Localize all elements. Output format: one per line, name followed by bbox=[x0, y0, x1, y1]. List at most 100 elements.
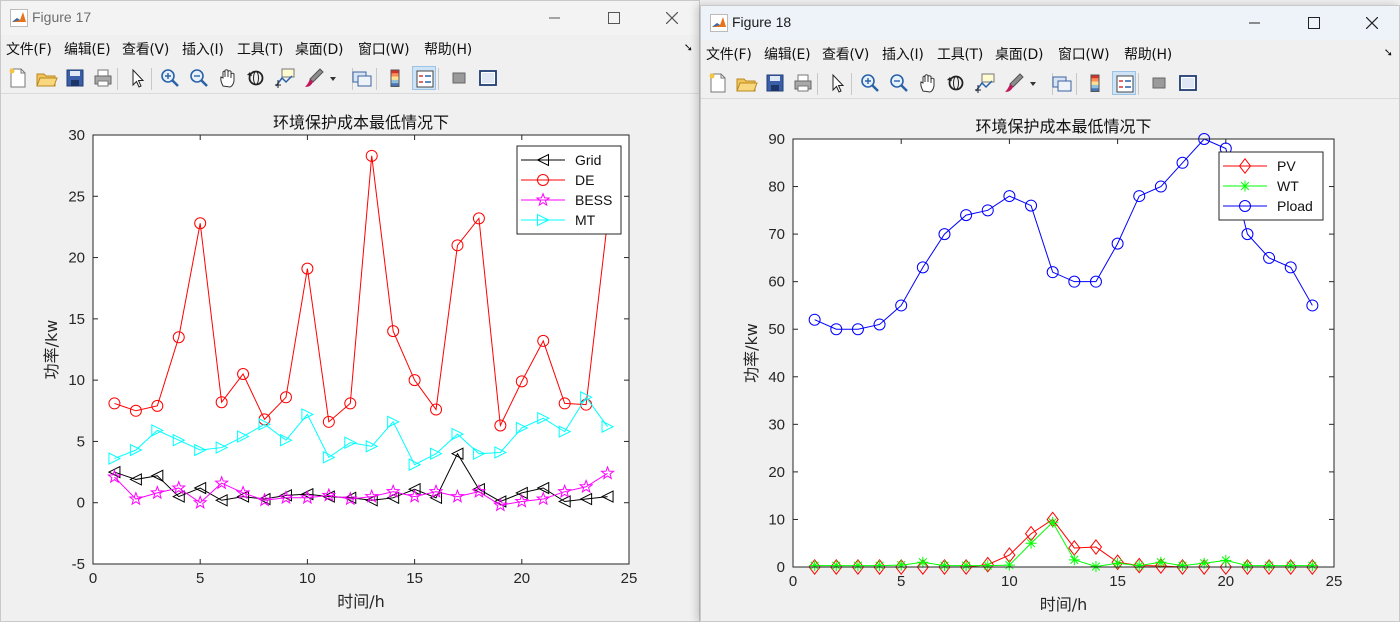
data-point-de bbox=[322, 415, 335, 428]
title-bar[interactable]: Figure 18 bbox=[701, 6, 1399, 40]
colorbar-button[interactable] bbox=[1083, 71, 1107, 95]
save-button[interactable] bbox=[763, 71, 787, 95]
new-figure-button[interactable] bbox=[706, 71, 730, 95]
data-point-grid bbox=[150, 469, 164, 483]
show-tools-button[interactable] bbox=[476, 66, 500, 90]
brush-button[interactable] bbox=[1002, 71, 1026, 95]
data-point-de bbox=[515, 375, 528, 388]
legend-label: WT bbox=[1277, 178, 1299, 194]
menu-bar: 文件(F) 编辑(E) 查看(V) 插入(I) 工具(T) 桌面(D) 窗口(W… bbox=[1, 35, 699, 61]
brush-dropdown-button[interactable] bbox=[1026, 71, 1040, 95]
dock-arrow-icon[interactable]: ➘ bbox=[683, 41, 693, 54]
pointer-button[interactable] bbox=[825, 71, 849, 95]
menu-edit[interactable]: 编辑(E) bbox=[64, 42, 111, 58]
menu-desktop[interactable]: 桌面(D) bbox=[295, 42, 344, 58]
menu-bar: 文件(F) 编辑(E) 查看(V) 插入(I) 工具(T) 桌面(D) 窗口(W… bbox=[701, 40, 1399, 66]
toolbar-separator bbox=[151, 68, 152, 90]
data-point-pload bbox=[1025, 199, 1038, 212]
data-point-de bbox=[451, 239, 464, 252]
zoom-in-button[interactable] bbox=[858, 71, 882, 95]
menu-help[interactable]: 帮助(H) bbox=[1124, 47, 1172, 63]
menu-file[interactable]: 文件(F) bbox=[6, 42, 52, 58]
colorbar-button[interactable] bbox=[383, 66, 407, 90]
legend[interactable]: PV WT Pload bbox=[1218, 151, 1324, 221]
minimize-button[interactable] bbox=[1232, 10, 1278, 36]
menu-edit[interactable]: 编辑(E) bbox=[764, 47, 811, 63]
data-cursor-button[interactable] bbox=[273, 66, 297, 90]
y-tick-label: 5 bbox=[77, 433, 85, 450]
legend-entry-de: DE bbox=[521, 172, 594, 188]
data-point-pv bbox=[808, 559, 821, 575]
figure-17-window: Figure 17 文件(F) 编辑(E) 查看(V) 插入(I) 工具(T) … bbox=[0, 0, 700, 622]
toolbar-separator bbox=[851, 73, 852, 95]
menu-window[interactable]: 窗口(W) bbox=[358, 42, 410, 58]
data-point-pload bbox=[1154, 180, 1167, 193]
maximize-button[interactable] bbox=[591, 5, 637, 31]
zoom-out-button[interactable] bbox=[187, 66, 211, 90]
title-bar[interactable]: Figure 17 bbox=[1, 1, 699, 35]
rotate-button[interactable] bbox=[944, 71, 968, 95]
brush-dropdown-button[interactable] bbox=[326, 66, 340, 90]
data-point-de bbox=[558, 397, 571, 410]
menu-tools[interactable]: 工具(T) bbox=[937, 47, 983, 63]
legend-label: Grid bbox=[575, 152, 601, 168]
zoom-in-button[interactable] bbox=[158, 66, 182, 90]
pointer-button[interactable] bbox=[125, 66, 149, 90]
data-point-grid bbox=[193, 481, 207, 495]
close-button[interactable] bbox=[1349, 10, 1395, 36]
series-bess bbox=[107, 465, 615, 512]
link-button[interactable] bbox=[1050, 71, 1074, 95]
data-point-grid bbox=[172, 490, 185, 503]
open-button[interactable] bbox=[34, 66, 58, 90]
matlab-logo-icon bbox=[710, 14, 728, 32]
menu-desktop[interactable]: 桌面(D) bbox=[995, 47, 1044, 63]
open-button[interactable] bbox=[734, 71, 758, 95]
data-point-mt bbox=[515, 421, 529, 435]
menu-insert[interactable]: 插入(I) bbox=[882, 47, 924, 63]
legend-icon bbox=[1116, 75, 1134, 93]
legend[interactable]: Grid DE BESS MT bbox=[516, 145, 622, 235]
data-cursor-button[interactable] bbox=[973, 71, 997, 95]
data-point-bess bbox=[364, 488, 380, 503]
hide-tools-button[interactable] bbox=[1147, 71, 1171, 95]
pan-icon bbox=[220, 69, 235, 88]
brush-button[interactable] bbox=[302, 66, 326, 90]
data-point-pload bbox=[1241, 228, 1254, 241]
legend-button[interactable] bbox=[412, 66, 436, 90]
close-button[interactable] bbox=[649, 5, 695, 31]
save-button[interactable] bbox=[63, 66, 87, 90]
minimize-button[interactable] bbox=[532, 5, 578, 31]
menu-help[interactable]: 帮助(H) bbox=[424, 42, 472, 58]
figure-toolbar bbox=[1, 63, 699, 94]
menu-view[interactable]: 查看(V) bbox=[122, 42, 170, 58]
print-button[interactable] bbox=[791, 71, 815, 95]
print-button[interactable] bbox=[91, 66, 115, 90]
data-point-wt bbox=[809, 560, 821, 572]
chart-title: 环境保护成本最低情况下 bbox=[975, 117, 1151, 136]
dock-arrow-icon[interactable]: ➘ bbox=[1383, 46, 1393, 59]
menu-window[interactable]: 窗口(W) bbox=[1058, 47, 1110, 63]
data-point-pv bbox=[1262, 559, 1276, 575]
data-point-pv bbox=[830, 559, 843, 575]
data-point-grid bbox=[536, 481, 550, 495]
rotate-button[interactable] bbox=[244, 66, 268, 90]
menu-insert[interactable]: 插入(I) bbox=[182, 42, 224, 58]
zoom-out-button[interactable] bbox=[887, 71, 911, 95]
maximize-button[interactable] bbox=[1291, 10, 1337, 36]
data-point-mt bbox=[172, 433, 186, 447]
menu-view[interactable]: 查看(V) bbox=[822, 47, 870, 63]
link-button[interactable] bbox=[350, 66, 374, 90]
pan-button[interactable] bbox=[216, 66, 240, 90]
data-point-wt bbox=[1068, 554, 1080, 566]
hide-tools-button[interactable] bbox=[447, 66, 471, 90]
menu-file[interactable]: 文件(F) bbox=[706, 47, 752, 63]
x-tick-label: 25 bbox=[621, 570, 638, 587]
pan-button[interactable] bbox=[916, 71, 940, 95]
x-tick-label: 15 bbox=[406, 570, 423, 587]
legend-button[interactable] bbox=[1112, 71, 1136, 95]
legend-label: PV bbox=[1277, 158, 1296, 174]
brush-dropdown-icon bbox=[330, 77, 336, 81]
show-tools-button[interactable] bbox=[1176, 71, 1200, 95]
menu-tools[interactable]: 工具(T) bbox=[237, 42, 283, 58]
new-figure-button[interactable] bbox=[6, 66, 30, 90]
